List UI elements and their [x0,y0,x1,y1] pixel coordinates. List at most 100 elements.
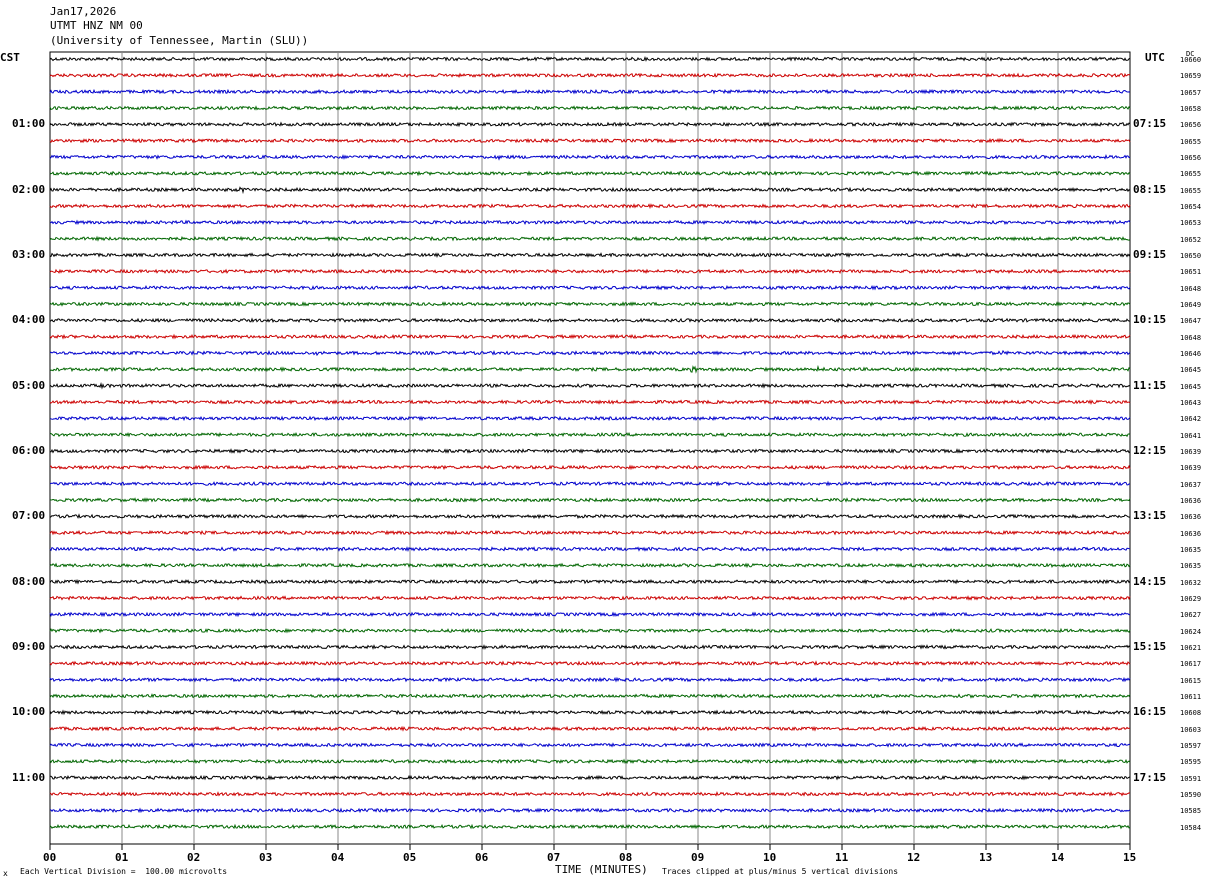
cst-hour-label: 04:00 [12,313,46,327]
dc-value: 10648 [1180,333,1202,342]
dc-value: 10656 [1180,121,1202,130]
trace-line [50,774,1131,781]
x-tick-label: 09 [691,851,705,864]
trace-line [49,415,1131,422]
trace-line [49,88,1131,95]
dc-value: 10657 [1180,88,1202,97]
header-station: UTMT HNZ NM 00 [50,19,143,32]
dc-value: 10642 [1180,415,1202,424]
x-tick-label: 05 [403,851,417,864]
trace-line [49,219,1131,226]
trace-line [49,709,1131,716]
cst-hour-label: 07:00 [12,509,46,523]
trace-line [49,464,1131,471]
dc-value: 10636 [1180,497,1202,505]
cst-hour-label: 10:00 [12,705,46,719]
trace-line [49,513,1130,520]
trace-line [49,448,1131,454]
dc-value: 10660 [1180,56,1202,64]
trace-line [50,644,1131,650]
utc-hour-label: 08:15 [1133,182,1167,196]
trace-line [49,349,1131,357]
dc-value: 10603 [1180,725,1202,734]
utc-hour-label: 12:15 [1133,444,1167,457]
trace-line [49,529,1131,536]
right-axis-label: UTC [1145,51,1165,64]
trace-line [49,284,1131,291]
cst-hour-label: 08:00 [12,574,46,588]
x-tick-label: 10 [763,851,777,864]
header-institution: (University of Tennessee, Martin (SLU)) [50,34,309,47]
cst-hour-label: 05:00 [12,378,46,392]
x-tick-label: 01 [115,851,129,864]
cst-hour-label: 06:00 [12,444,46,457]
x-tick-label: 11 [835,851,849,864]
dc-value: 10636 [1180,529,1202,538]
trace-line [49,364,1131,374]
x-tick-label: 04 [331,851,345,864]
trace-line [49,758,1131,765]
trace-line [49,611,1131,618]
x-tick-label: 03 [259,851,273,864]
dc-value: 10617 [1180,660,1202,669]
dc-value: 10654 [1180,203,1202,211]
cst-hour-label: 09:00 [12,640,46,653]
header-date: Jan17,2026 [50,5,117,18]
dc-value: 10590 [1180,791,1202,799]
dc-value: 10608 [1180,709,1202,718]
dc-value: 10621 [1180,644,1202,652]
dc-value: 10639 [1180,448,1202,456]
dc-value: 10655 [1180,137,1202,146]
trace-line [49,252,1131,259]
trace-line [49,170,1131,177]
x-tick-label: 07 [547,851,561,864]
utc-hour-label: 14:15 [1133,574,1167,588]
dc-value: 10629 [1180,595,1202,603]
trace-line [49,497,1131,503]
clip-note: Traces clipped at plus/minus 5 vertical … [662,867,899,876]
dc-value: 10649 [1180,301,1202,309]
dc-label: DC [1186,50,1195,58]
trace-line [49,807,1131,814]
utc-hour-label: 07:15 [1133,117,1167,131]
dc-value: 10646 [1180,350,1202,358]
x-tick-label: 13 [979,851,993,864]
dc-value: 10656 [1180,154,1202,162]
dc-value: 10591 [1180,774,1202,783]
trace-line [49,693,1131,699]
trace-line [49,55,1131,62]
dc-value: 10651 [1180,268,1202,277]
trace-line [49,431,1131,438]
plot-frame [49,51,1131,845]
dc-value: 10648 [1180,284,1202,293]
utc-hour-label: 17:15 [1133,770,1167,784]
dc-value: 10639 [1180,464,1202,473]
utc-hour-label: 16:15 [1133,705,1167,719]
corner-mark: x [3,869,8,878]
trace-line [49,235,1131,242]
trace-line [49,742,1131,748]
dc-value: 10624 [1180,627,1202,636]
trace-line [49,381,1131,390]
x-tick-label: 02 [187,851,201,864]
trace-line [49,186,1131,195]
utc-hour-label: 10:15 [1133,313,1167,327]
dc-value: 10637 [1180,480,1202,489]
dc-value: 10585 [1180,807,1202,816]
trace-line [49,546,1131,552]
scale-note: Each Vertical Division = 100.00 microvol… [20,867,228,876]
dc-value: 10611 [1180,693,1202,701]
left-axis-label: CST [0,51,20,64]
trace-line [49,627,1131,634]
dc-value: 10636 [1180,513,1202,522]
dc-value: 10632 [1180,578,1202,587]
cst-hour-label: 01:00 [12,117,46,131]
dc-value: 10643 [1180,399,1202,407]
x-tick-label: 06 [475,851,489,864]
dc-value: 10653 [1180,219,1202,228]
dc-value: 10597 [1180,742,1202,750]
trace-line [49,823,1131,830]
cst-hour-label: 03:00 [12,248,46,261]
dc-value: 10615 [1180,676,1202,685]
